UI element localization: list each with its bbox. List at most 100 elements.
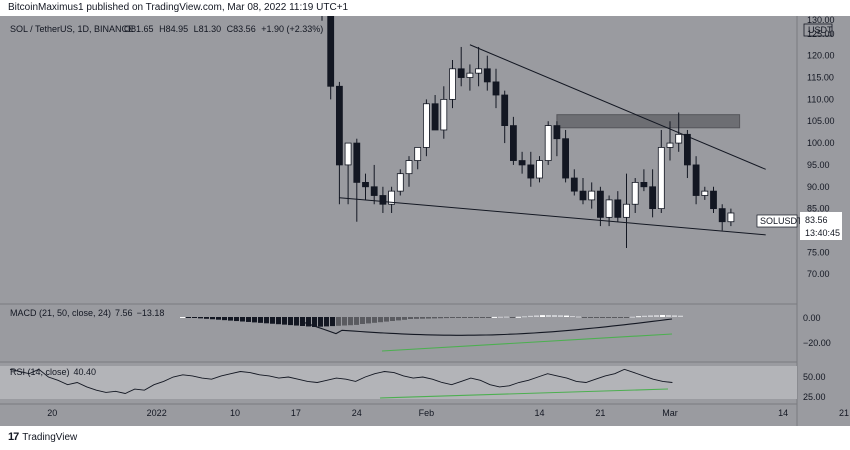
time-tick: 24	[352, 408, 362, 418]
macd-bar	[282, 317, 287, 325]
macd-bar	[510, 317, 515, 318]
macd-bar	[288, 317, 293, 326]
macd-bar	[318, 317, 323, 327]
macd-bar	[408, 317, 413, 319]
candle-body	[710, 190, 717, 210]
price-tick: 100.00	[807, 138, 835, 148]
macd-bar	[294, 317, 299, 326]
macd-bar	[582, 317, 587, 318]
macd-bar	[246, 317, 251, 322]
macd-bar	[432, 317, 437, 319]
rsi-pane: RSI (14, close) 40.40 50.00 25.00	[0, 361, 826, 402]
macd-bar	[270, 317, 275, 324]
macd-bar	[462, 317, 467, 318]
symbol-tag-countdown: 13:40:45	[805, 228, 840, 238]
time-tick: 21	[595, 408, 605, 418]
macd-bar	[498, 316, 503, 318]
macd-bar	[258, 317, 263, 323]
time-axis: 20 2022 10 17 24 Feb 14 21 Mar 14 21	[0, 403, 849, 418]
time-tick: 2022	[147, 408, 167, 418]
candle-body	[440, 98, 448, 131]
price-tick: 115.00	[807, 73, 834, 83]
macd-bar	[240, 317, 245, 322]
macd-bar	[276, 317, 281, 325]
tradingview-logo-icon: 17	[8, 431, 19, 443]
publish-header: BitcoinMaximus1 published on TradingView…	[8, 2, 349, 13]
legend-symbol: SOL / TetherUS, 1D, BINANCE	[10, 24, 134, 34]
macd-bar	[402, 317, 407, 320]
candle-body	[466, 72, 474, 78]
macd-bar	[504, 316, 509, 318]
resistance-zone	[556, 114, 741, 129]
macd-bar	[378, 317, 383, 323]
macd-bar	[528, 315, 533, 317]
macd-bar	[630, 316, 635, 318]
price-tick: 95.00	[807, 160, 830, 170]
macd-bar	[450, 317, 455, 318]
candle-body	[553, 125, 561, 140]
macd-bar	[576, 316, 581, 318]
macd-bar	[420, 317, 425, 319]
macd-bar	[618, 317, 623, 318]
time-tick: Mar	[662, 408, 678, 418]
candle-body	[396, 173, 404, 192]
candle-body	[649, 186, 656, 210]
rsi-line	[9, 368, 673, 394]
macd-bar	[552, 315, 557, 317]
candle-body	[449, 68, 456, 100]
macd-bar	[186, 317, 191, 318]
macd-bar	[180, 317, 185, 318]
footer-brand: TradingView	[22, 431, 78, 443]
candle-body	[414, 147, 422, 161]
rsi-trend-green	[379, 388, 669, 399]
macd-bar	[252, 317, 257, 323]
candles	[321, 16, 735, 248]
trendlines	[339, 44, 766, 236]
macd-bar	[366, 317, 371, 324]
candle-body	[536, 160, 543, 179]
macd-bar	[660, 315, 665, 317]
candle-body	[335, 85, 343, 166]
macd-bar	[594, 317, 599, 318]
candle-body	[597, 190, 604, 218]
macd-bar	[486, 317, 491, 318]
rsi-label: RSI (14, close) 40.40	[10, 367, 96, 377]
macd-bar	[522, 316, 527, 318]
chart-svg[interactable]: SOL / TetherUS, 1D, BINANCE O81.65 H84.9…	[0, 16, 850, 426]
candle-body	[362, 181, 369, 188]
candle-body	[562, 138, 569, 179]
macd-bar	[444, 317, 449, 319]
chart-area[interactable]: SOL / TetherUS, 1D, BINANCE O81.65 H84.9…	[0, 16, 850, 426]
rsi-band	[0, 366, 797, 399]
macd-bar	[216, 317, 221, 320]
currency-label: USDT	[808, 25, 833, 35]
candle-body	[518, 160, 526, 166]
macd-bar	[600, 317, 605, 318]
symbol-tag: SOLUSDT 83.56 13:40:45	[756, 212, 842, 240]
rsi-tick-1: 25.00	[803, 392, 826, 402]
macd-bar	[336, 317, 341, 326]
candle-body	[483, 68, 491, 83]
candle-body	[431, 103, 439, 131]
macd-bar	[192, 317, 197, 318]
candle-body	[675, 133, 683, 144]
macd-trend-green	[381, 333, 673, 352]
macd-bar	[342, 317, 347, 326]
candle-body	[509, 125, 517, 161]
candle-body	[692, 164, 700, 196]
macd-bar	[204, 317, 209, 319]
macd-bar	[312, 317, 317, 327]
price-tick: 70.00	[807, 269, 830, 279]
macd-bar	[198, 317, 203, 319]
macd-bar	[654, 315, 659, 317]
macd-bar	[438, 317, 443, 319]
price-tick: 110.00	[807, 94, 834, 104]
candle-body	[544, 125, 552, 161]
time-tick: 14	[534, 408, 544, 418]
macd-bar	[642, 315, 647, 317]
candle-body	[570, 177, 578, 192]
rsi-tick-0: 50.00	[803, 372, 826, 382]
candle-body	[614, 199, 622, 218]
macd-bar	[324, 317, 329, 327]
footer: 17 TradingView	[8, 431, 77, 443]
